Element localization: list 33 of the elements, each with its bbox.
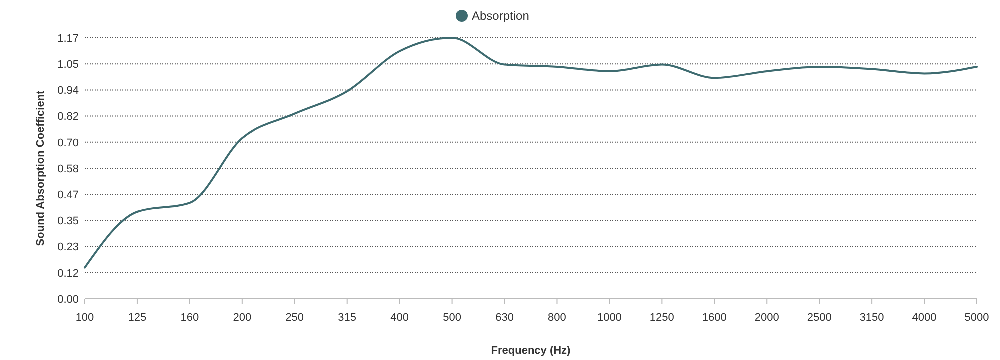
x-tick-label: 315 — [338, 312, 357, 324]
x-axis-title: Frequency (Hz) — [491, 345, 572, 357]
x-tick-label: 1250 — [650, 312, 674, 324]
y-tick-label: 1.05 — [58, 58, 79, 71]
x-tick-label: 500 — [443, 312, 462, 324]
x-tick-label: 800 — [548, 312, 566, 324]
y-tick-label: 0.00 — [58, 294, 79, 306]
x-tick-label: 1000 — [597, 312, 622, 324]
y-tick-label: 0.12 — [58, 268, 79, 280]
x-tick-label: 5000 — [964, 312, 990, 324]
x-tick-label: 400 — [390, 312, 410, 324]
legend-label: Absorption — [472, 9, 530, 24]
y-tick-label: 0.94 — [58, 85, 79, 98]
x-tick-label: 200 — [233, 312, 252, 324]
y-axis-title: Sound Absorption Coefficient — [35, 90, 47, 246]
y-tick-label: 0.23 — [58, 242, 79, 254]
y-tick-label: 0.47 — [58, 189, 79, 202]
x-tick-label: 160 — [180, 312, 200, 324]
y-tick-label: 0.82 — [58, 111, 79, 124]
x-tick-label: 1600 — [702, 312, 727, 324]
x-tick-label: 3150 — [860, 312, 884, 324]
x-tick-label: 2000 — [754, 312, 780, 324]
x-tick-label: 630 — [496, 312, 514, 324]
line-series — [84, 37, 978, 269]
x-tick-label: 2500 — [807, 312, 832, 324]
y-tick-label: 1.17 — [58, 32, 79, 45]
x-tick-label: 125 — [128, 312, 147, 324]
x-tick-label: 250 — [286, 312, 304, 324]
y-tick-label: 0.35 — [58, 216, 79, 228]
y-tick-label: 0.58 — [58, 163, 79, 176]
x-tick-label: 4000 — [912, 312, 937, 324]
y-tick-label: 0.70 — [58, 137, 79, 150]
x-tick-label: 100 — [76, 312, 94, 324]
